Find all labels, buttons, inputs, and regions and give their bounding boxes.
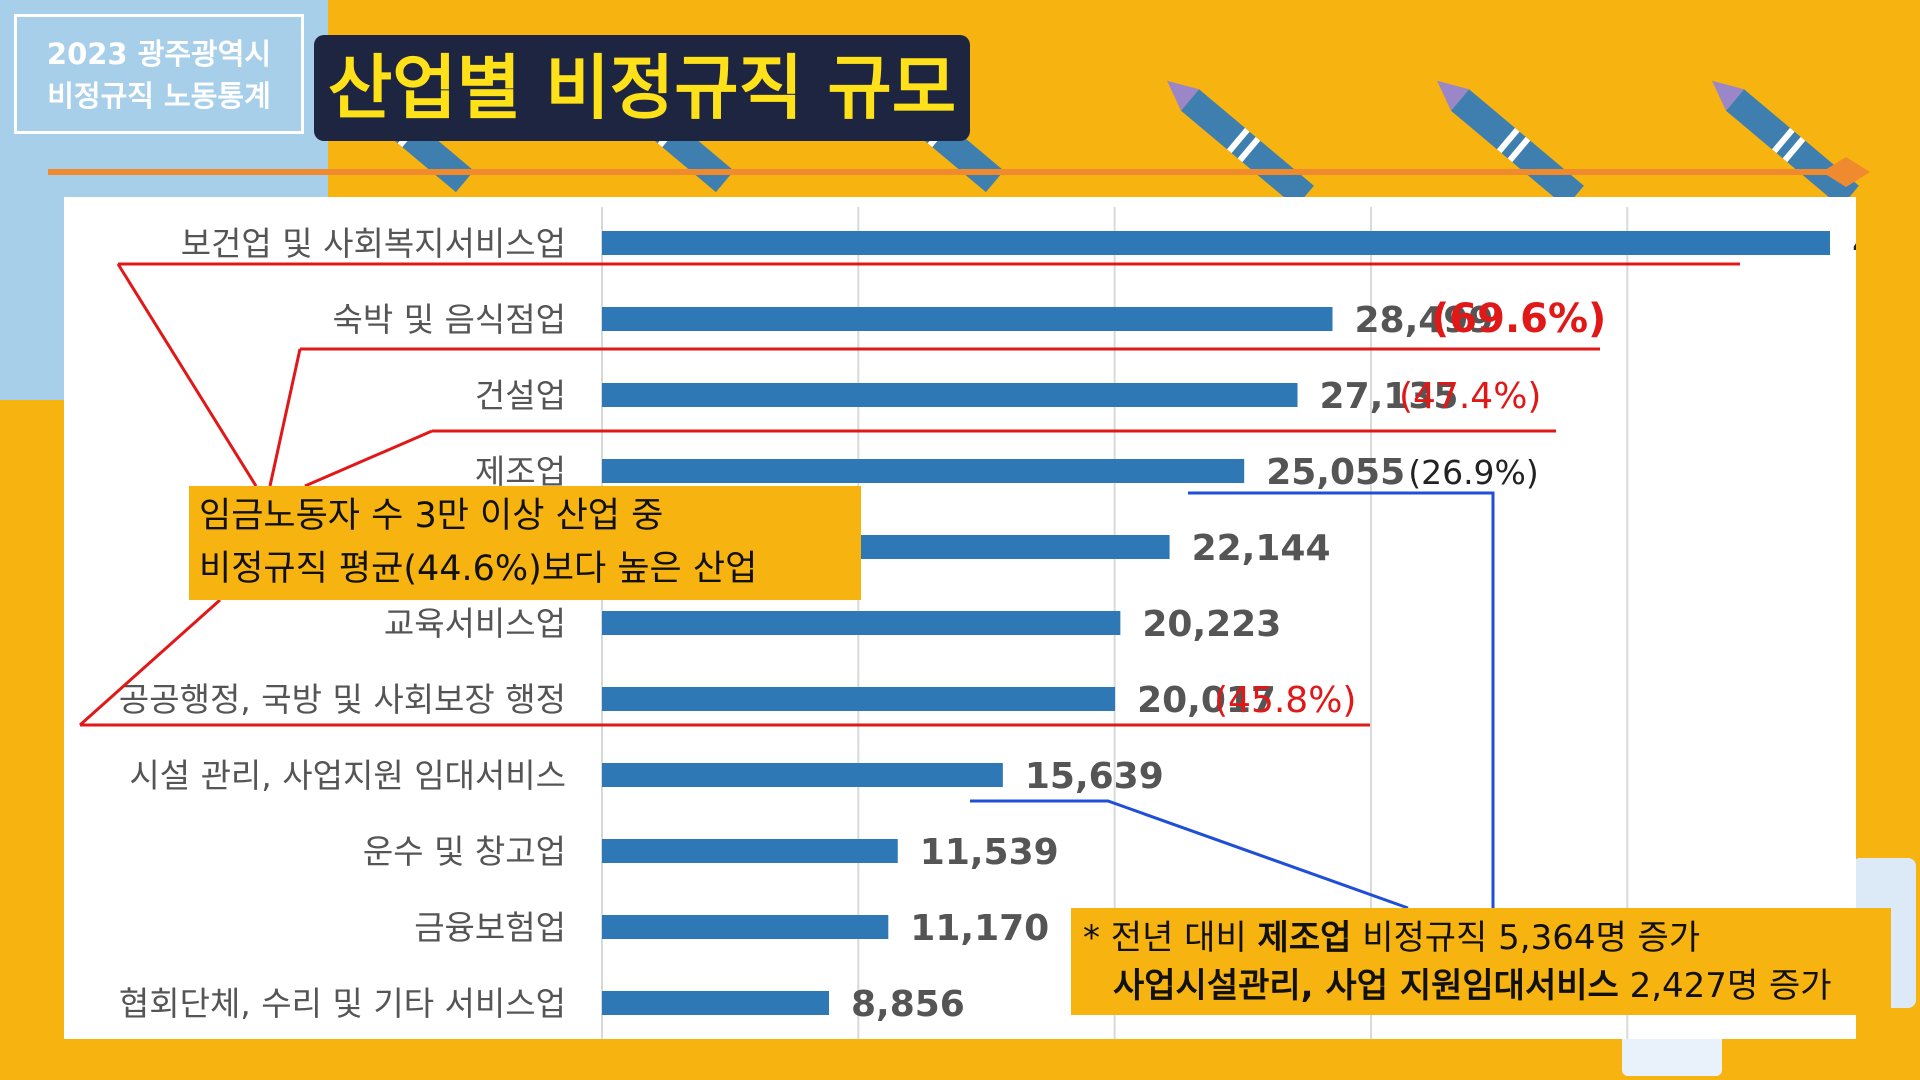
bar-chart: 보건업 및 사회복지서비스업47,909(해당 산업 중 55.5%)숙박 및 …: [119, 207, 1856, 1039]
note-line1: * 전년 대비 제조업 비정규직 5,364명 증가: [1083, 914, 1879, 962]
note-prefix: * 전년 대비: [1083, 918, 1258, 958]
bar: [602, 687, 1116, 711]
red-connector-2: [268, 348, 302, 487]
red-connector-3: [304, 429, 433, 488]
value-label: 27,135: [1320, 376, 1459, 417]
blue-connector-2: [970, 799, 1409, 910]
callout-line2: 비정규직 평균(44.6%)보다 높은 산업: [199, 549, 758, 589]
bar: [602, 763, 1003, 787]
report-badge: 2023 광주광역시 비정규직 노동통계: [14, 14, 304, 134]
category-label: 숙박 및 음식점업: [333, 300, 567, 339]
value-label: 20,223: [1142, 604, 1281, 645]
page-title: 산업별 비정규직 규모: [314, 35, 970, 141]
bar: [602, 839, 898, 863]
value-label: 47,909: [1852, 224, 1856, 265]
category-label: 공공행정, 국방 및 사회보장 행정: [119, 680, 566, 719]
share-label: (45.8%): [1214, 680, 1356, 721]
bar: [602, 611, 1121, 635]
bar: [602, 915, 889, 939]
badge-line2: 비정규직 노동통계: [47, 79, 271, 113]
pencil-icon: [1437, 80, 1584, 208]
bar: [602, 383, 1298, 407]
bar: [602, 231, 1830, 255]
value-label: 20,017: [1137, 680, 1276, 721]
share-label: (69.6%): [1431, 296, 1606, 342]
category-label: 시설 관리, 사업지원 임대서비스: [129, 756, 566, 795]
share-label: (26.9%): [1408, 453, 1539, 492]
note-line2: 사업시설관리, 사업 지원임대서비스 2,427명 증가: [1083, 962, 1879, 1010]
category-label: 운수 및 창고업: [363, 832, 566, 871]
value-label: 28,499: [1354, 300, 1493, 341]
callout-line1: 임금노동자 수 3만 이상 산업 중: [199, 496, 664, 536]
value-label: 15,639: [1025, 756, 1164, 797]
badge-line1: 2023 광주광역시: [46, 37, 272, 71]
note-rest2: 2,427명 증가: [1618, 966, 1832, 1006]
pencil-icon: [1167, 80, 1314, 208]
category-label: 보건업 및 사회복지서비스업: [181, 224, 566, 263]
note-rest1: 비정규직 5,364명 증가: [1351, 918, 1701, 958]
value-label: 8,856: [851, 984, 965, 1025]
orange-rule-cap: [1822, 157, 1870, 187]
bar: [602, 307, 1333, 331]
share-label: (47.4%): [1399, 376, 1541, 417]
red-connector-4: [79, 598, 221, 727]
yoy-note-callout: * 전년 대비 제조업 비정규직 5,364명 증가 사업시설관리, 사업 지원…: [1071, 908, 1891, 1015]
value-label: 25,055: [1266, 452, 1405, 493]
note-bold1: 제조업: [1257, 918, 1352, 958]
category-label: 협회단체, 수리 및 기타 서비스업: [119, 984, 566, 1023]
value-label: 11,170: [910, 908, 1049, 949]
blue-connector-1: [1188, 491, 1495, 908]
pencil-icon: [1712, 80, 1859, 208]
category-label: 금융보험업: [414, 908, 566, 947]
category-label: 제조업: [475, 452, 566, 491]
bar: [602, 459, 1245, 483]
bar: [602, 991, 829, 1015]
category-label: 교육서비스업: [384, 604, 566, 643]
value-label: 22,144: [1192, 528, 1331, 569]
value-label: 11,539: [920, 832, 1059, 873]
category-label: 건설업: [475, 376, 566, 415]
average-callout: 임금노동자 수 3만 이상 산업 중 비정규직 평균(44.6%)보다 높은 산…: [189, 486, 861, 600]
red-connector-1: [116, 263, 258, 487]
note-bold2: 사업시설관리, 사업 지원임대서비스: [1113, 966, 1619, 1006]
